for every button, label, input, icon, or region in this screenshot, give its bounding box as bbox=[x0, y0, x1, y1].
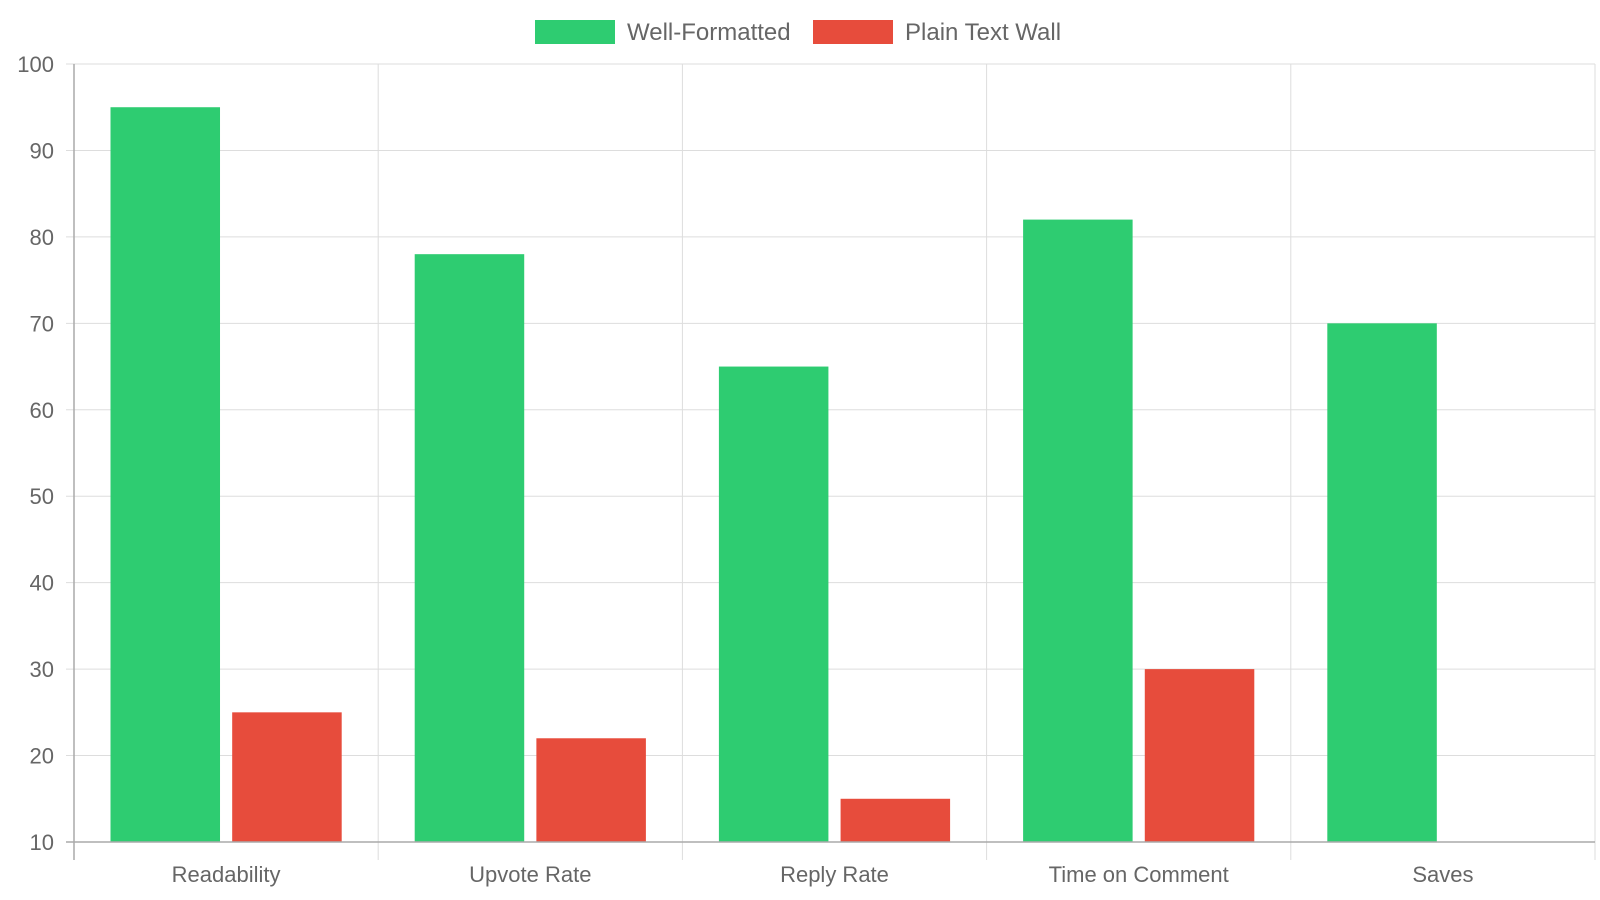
bar-plain-text-wall-time-on-comment[interactable] bbox=[1144, 669, 1255, 842]
bar-well-formatted-time-on-comment[interactable] bbox=[1023, 219, 1133, 843]
chart-legend: Well-Formatted Plain Text Wall bbox=[535, 19, 1061, 46]
bar-well-formatted-saves[interactable] bbox=[1327, 323, 1437, 842]
y-tick-label-60: 60 bbox=[30, 398, 54, 423]
x-tick-label-2: Reply Rate bbox=[780, 862, 889, 887]
chart-tick-labels: 10 20 30 40 50 60 70 80 90 100 Readability Upvote R… bbox=[17, 52, 1473, 887]
legend-item-plain-text-wall[interactable]: Plain Text Wall bbox=[813, 19, 1061, 46]
y-tick-label-40: 40 bbox=[30, 571, 54, 596]
y-tick-label-100: 100 bbox=[17, 52, 54, 77]
y-tick-label-90: 90 bbox=[30, 138, 54, 163]
x-tick-label-0: Readability bbox=[172, 862, 281, 887]
bar-well-formatted-readability[interactable] bbox=[110, 107, 221, 842]
y-tick-label-20: 20 bbox=[30, 744, 54, 769]
chart-grid bbox=[66, 63, 1596, 860]
x-tick-label-3: Time on Comment bbox=[1049, 862, 1229, 887]
legend-label-plain-text-wall: Plain Text Wall bbox=[905, 19, 1061, 46]
y-tick-label-70: 70 bbox=[30, 311, 54, 336]
x-tick-label-1: Upvote Rate bbox=[469, 862, 591, 887]
legend-swatch-plain-text-wall bbox=[813, 20, 893, 44]
bar-plain-text-wall-readability[interactable] bbox=[232, 712, 342, 842]
legend-swatch-well-formatted bbox=[535, 20, 615, 44]
chart-axes bbox=[66, 64, 1595, 860]
bar-plain-text-wall-reply-rate[interactable] bbox=[840, 798, 951, 842]
y-tick-label-50: 50 bbox=[30, 484, 54, 509]
x-tick-label-4: Saves bbox=[1412, 862, 1473, 887]
chart-bars bbox=[110, 107, 1437, 843]
y-tick-label-30: 30 bbox=[30, 657, 54, 682]
bar-plain-text-wall-upvote-rate[interactable] bbox=[536, 738, 646, 842]
y-tick-label-10: 10 bbox=[30, 830, 54, 855]
bar-well-formatted-reply-rate[interactable] bbox=[718, 366, 829, 842]
legend-label-well-formatted: Well-Formatted bbox=[627, 19, 791, 46]
bar-well-formatted-upvote-rate[interactable] bbox=[414, 254, 525, 842]
legend-item-well-formatted[interactable]: Well-Formatted bbox=[535, 19, 791, 46]
y-tick-label-80: 80 bbox=[30, 225, 54, 250]
